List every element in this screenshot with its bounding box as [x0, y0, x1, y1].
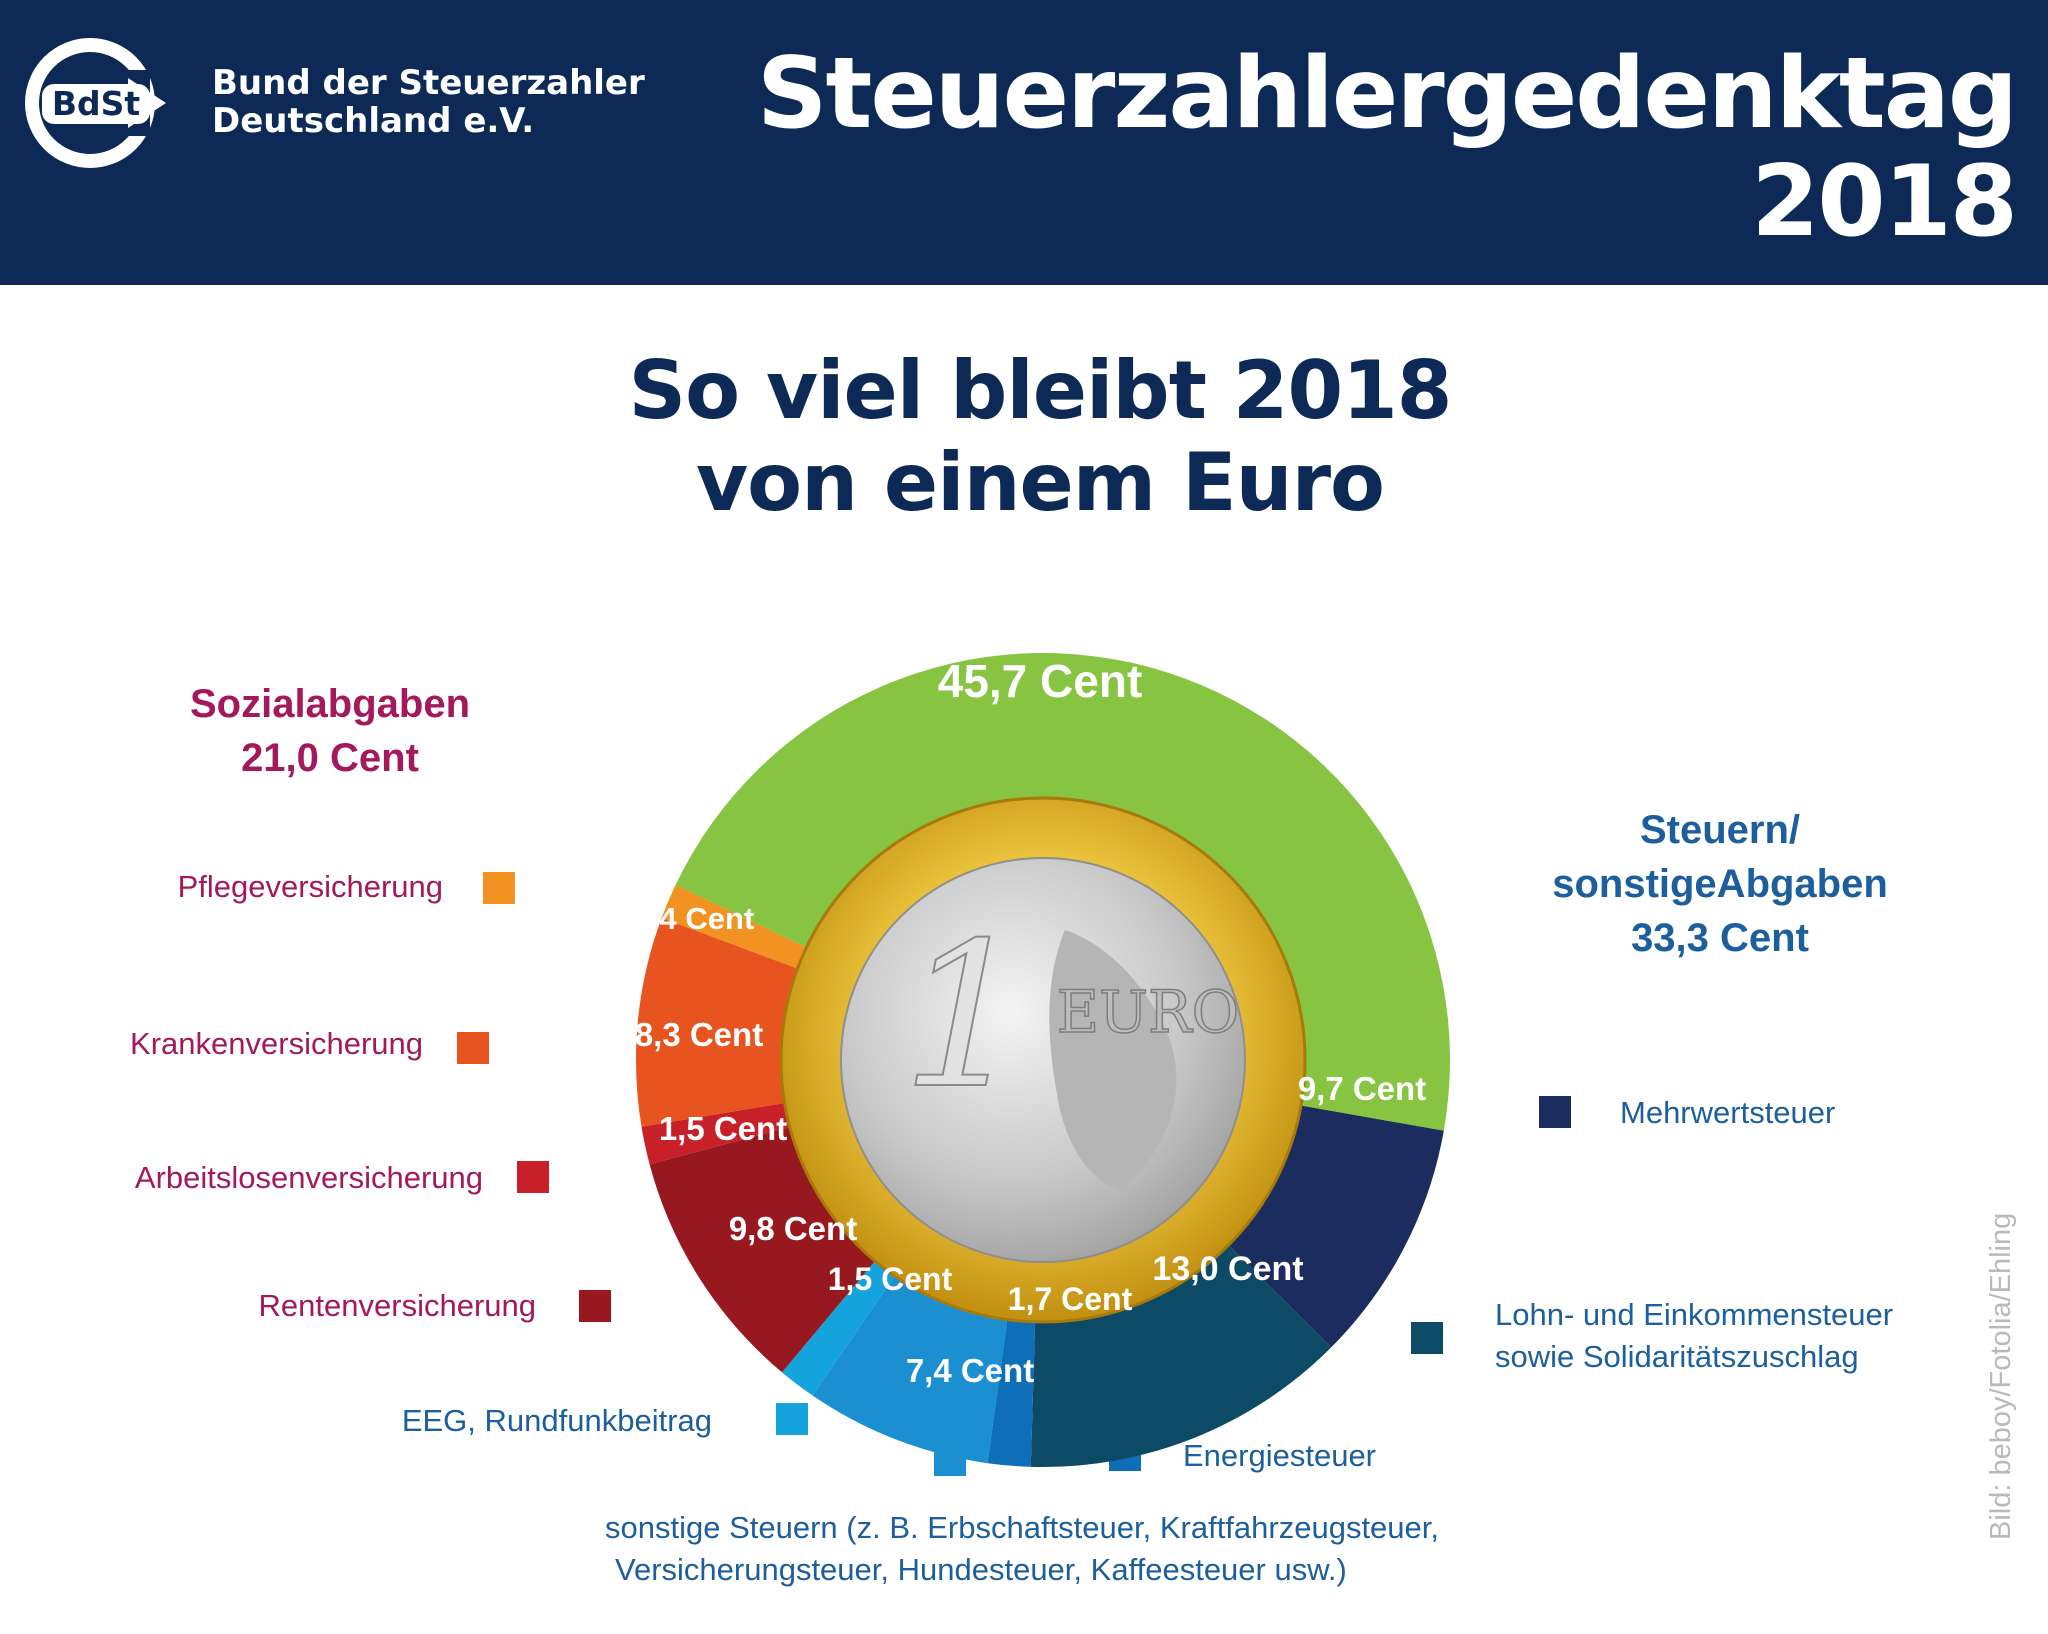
slice-label-lohn: 13,0 Cent — [1152, 1250, 1303, 1288]
logo-badge — [42, 84, 150, 124]
coin-map — [1049, 930, 1177, 1190]
legend-label-lohn: Lohn- und Einkommensteuer sowie Solidari… — [1495, 1294, 1893, 1378]
slice-label-mwst: 9,7 Cent — [1298, 1070, 1426, 1107]
legend-label-sonstige: sonstige Steuern (z. B. Erbschaftsteuer,… — [605, 1507, 1439, 1591]
organization-name: Bund der Steuerzahler Deutschland e.V. — [212, 64, 645, 140]
group-steuern: Steuern/ sonstigeAbgaben 33,3 Cent — [1510, 803, 1930, 965]
legend-label-eeg: EEG, Rundfunkbeitrag — [401, 1403, 712, 1438]
legend-label-lohn-2: sowie Solidaritätszuschlag — [1495, 1339, 1859, 1374]
legend-label-pflege: Pflegeversicherung — [177, 869, 443, 904]
bdst-logo: BdSt — [25, 38, 166, 168]
slice-labels: Es bleiben 45,7 Cent 1,4 Cent 8,3 Cent 1… — [634, 598, 1427, 1389]
legend-swatch-pflege — [483, 872, 515, 904]
slice-label-arbeitslosen: 1,5 Cent — [659, 1110, 787, 1147]
headline: Steuerzahlergedenktag 2018 — [756, 37, 2018, 259]
remaining-label: Es bleiben — [955, 598, 1125, 636]
org-line-1: Bund der Steuerzahler — [212, 63, 645, 103]
group-sozialabgaben-total: 21,0 Cent — [241, 736, 419, 780]
legend-swatch-eeg — [776, 1403, 808, 1435]
slice-label-eeg: 1,5 Cent — [828, 1261, 953, 1297]
legend-swatch-arbeitslosen — [517, 1161, 549, 1193]
chart-title-line-1: So viel bleibt 2018 — [628, 344, 1453, 437]
coin-word: EURO — [1057, 978, 1239, 1046]
legend-label-rente: Rentenversicherung — [258, 1288, 536, 1323]
legend-swatch-lohn — [1411, 1322, 1443, 1354]
coin-digit: 1 — [901, 900, 1028, 1133]
org-line-2: Deutschland e.V. — [212, 101, 535, 141]
slice-label-pflege: 1,4 Cent — [634, 901, 755, 936]
chart-title-line-2: von einem Euro — [695, 436, 1385, 529]
legend-label-energie: Energiesteuer — [1183, 1438, 1377, 1473]
legend-label-sonstige-1: sonstige Steuern (z. B. Erbschaftsteuer,… — [605, 1510, 1440, 1545]
logo-text: BdSt — [52, 84, 141, 123]
group-steuern-name-2: sonstigeAbgaben — [1552, 862, 1888, 906]
group-sozialabgaben-name: Sozialabgaben — [189, 682, 471, 726]
chart-title: So viel bleibt 2018 von einem Euro — [560, 345, 1520, 529]
slice-label-rente: 9,8 Cent — [729, 1210, 857, 1247]
headline-line-2: 2018 — [1751, 145, 2018, 259]
slice-label-eeg-text: 1,5 Cent — [828, 1261, 953, 1297]
coin-rim — [779, 796, 1307, 1324]
legend-label-mwst: Mehrwertsteuer — [1620, 1095, 1836, 1130]
legend-label-sonstige-2: Versicherungsteuer, Hundesteuer, Kaffees… — [615, 1552, 1347, 1587]
header-banner: BdSt Bund der Steuerzahler Deutschland e… — [0, 0, 2048, 285]
legend-swatch-mwst — [1539, 1096, 1571, 1128]
legend-label-lohn-1: Lohn- und Einkommensteuer — [1495, 1297, 1894, 1332]
legend-swatch-kranken — [457, 1032, 489, 1064]
group-steuern-name-1: Steuern/ — [1639, 808, 1801, 852]
group-sozialabgaben: Sozialabgaben 21,0 Cent — [150, 677, 510, 785]
legend-label-kranken: Krankenversicherung — [130, 1026, 423, 1061]
euro-coin: 1 EURO — [779, 796, 1307, 1324]
legend-label-arbeitslosen: Arbeitslosenversicherung — [134, 1160, 483, 1195]
group-steuern-total: 33,3 Cent — [1631, 916, 1809, 960]
headline-line-1: Steuerzahlergedenktag — [756, 37, 2018, 151]
slice-label-energie: 1,7 Cent — [1008, 1281, 1133, 1317]
slice-label-kranken: 8,3 Cent — [635, 1016, 763, 1053]
legend-swatch-rente — [579, 1290, 611, 1322]
remaining-value: 45,7 Cent — [938, 655, 1143, 707]
slice-label-sonstige: 7,4 Cent — [906, 1352, 1034, 1389]
